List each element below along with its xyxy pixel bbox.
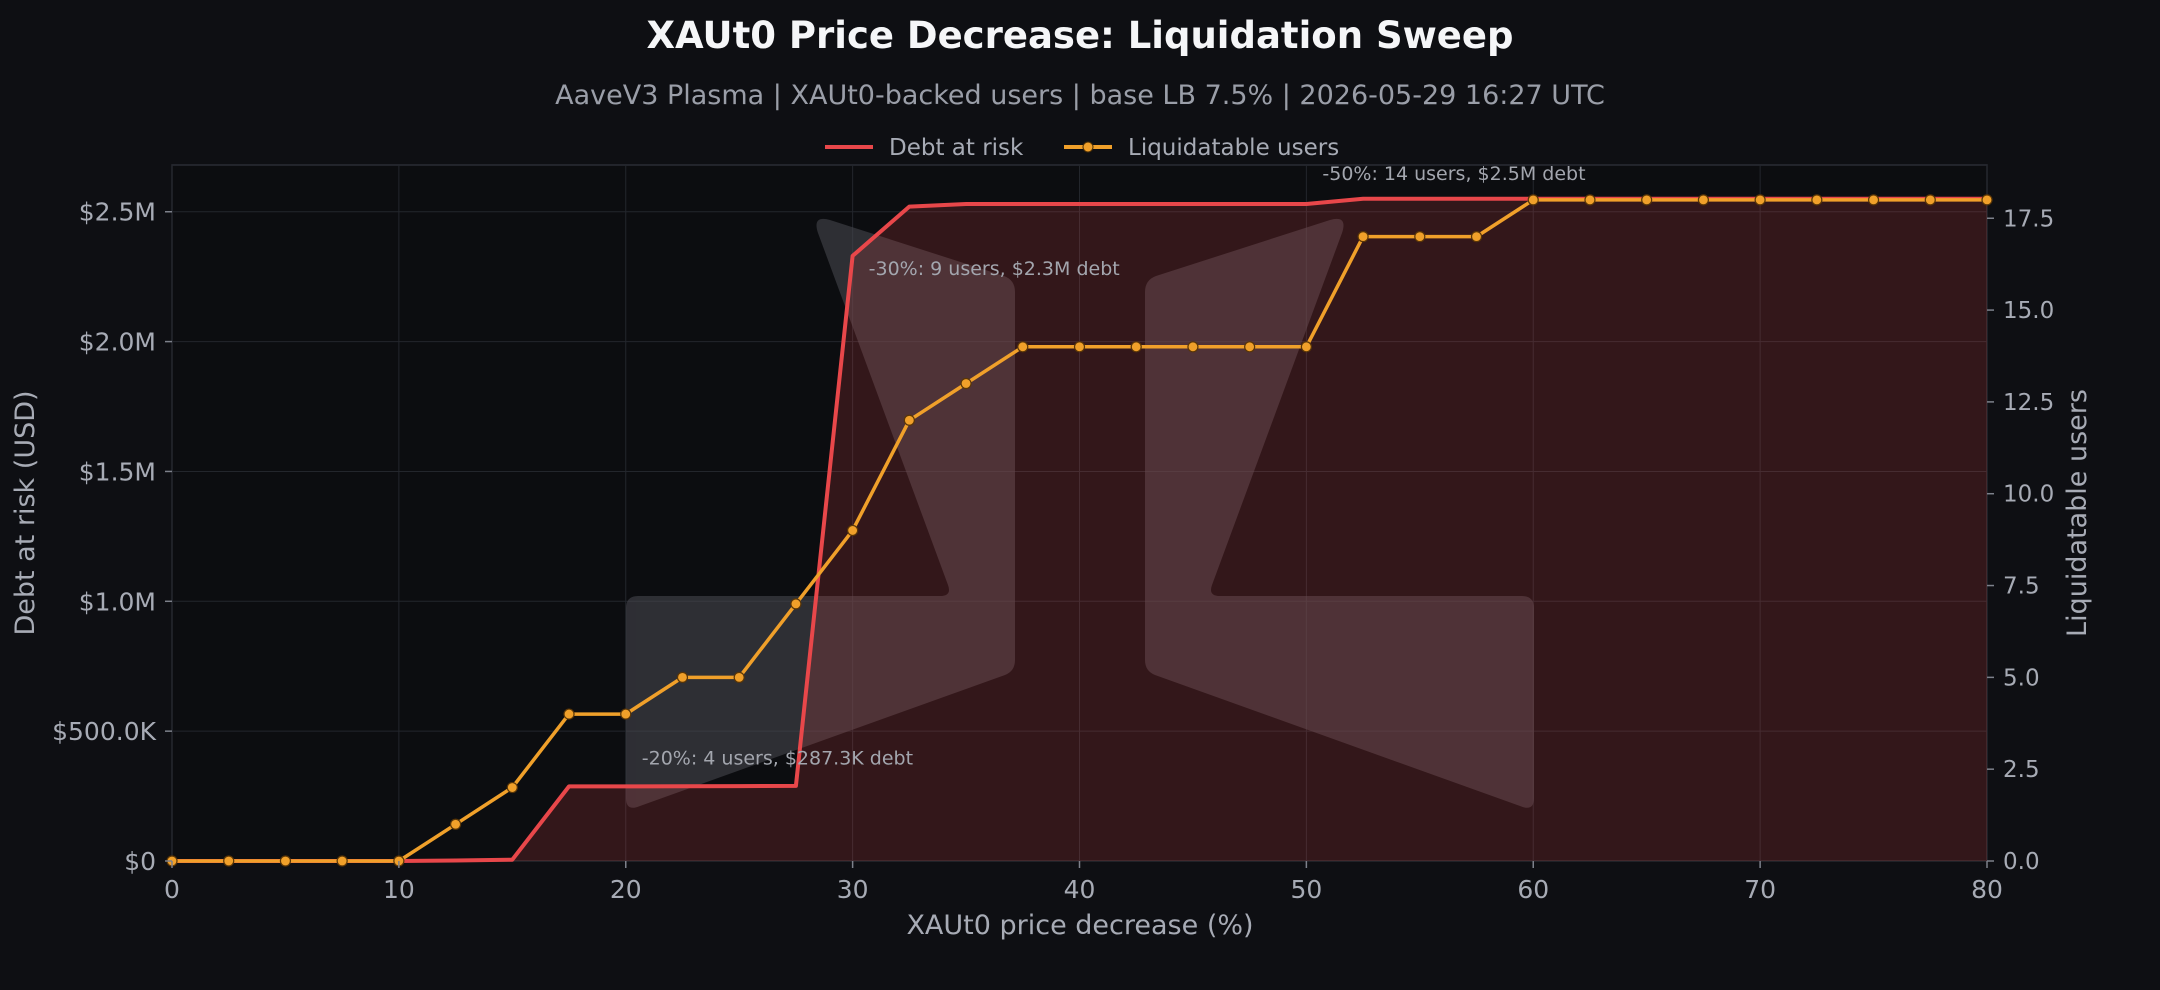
x-tick-label-3: 30 (837, 875, 869, 904)
y2-tick-label-2: 5.0 (2003, 665, 2040, 691)
users-point-14 (960, 377, 972, 390)
users-point-11 (790, 598, 802, 610)
users-point-1 (223, 855, 235, 867)
users-point-8 (620, 708, 632, 720)
y-axis-ticks: $0 $500.0K $1.0M $1.5M $2.0M $2.5M (52, 198, 172, 876)
y-tick-label-3: $1.5M (79, 457, 156, 486)
users-point-30 (1867, 194, 1880, 206)
debt-area-fill (172, 198, 1987, 862)
chart-title: XAUt0 Price Decrease: Liquidation Sweep (646, 14, 1514, 57)
legend-users-marker (1082, 141, 1094, 153)
y-axis-label: Debt at risk (USD) (10, 390, 41, 635)
users-point-26 (1641, 194, 1653, 206)
x-tick-label-1: 10 (383, 875, 415, 904)
x-tick-label-4: 40 (1064, 875, 1096, 904)
users-point-23 (1470, 231, 1483, 243)
users-point-9 (676, 671, 689, 683)
debt-area (172, 198, 1987, 862)
users-point-20 (1300, 341, 1312, 353)
users-point-6 (506, 781, 518, 794)
users-point-7 (563, 708, 575, 720)
users-point-19 (1244, 341, 1256, 353)
y2-tick-label-5: 12.5 (2003, 390, 2054, 416)
annotations: -20%: 4 users, $287.3K debt -30%: 9 users… (642, 163, 1586, 769)
legend-users-label: Liquidatable users (1128, 135, 1339, 161)
users-point-3 (336, 855, 348, 867)
users-point-29 (1811, 194, 1823, 206)
users-point-21 (1357, 231, 1369, 243)
users-point-12 (847, 524, 859, 537)
users-point-16 (1073, 341, 1086, 353)
users-points (166, 194, 1993, 867)
users-point-2 (279, 855, 292, 867)
annotation-0: -20%: 4 users, $287.3K debt (642, 747, 913, 769)
users-point-5 (449, 818, 462, 830)
x-tick-label-2: 20 (610, 875, 642, 904)
y2-axis-ticks: 0.0 2.5 5.0 7.5 10.0 12.5 15.0 17.5 (1987, 206, 2054, 875)
y-tick-label-4: $2.0M (79, 328, 156, 357)
x-axis-ticks: 0 10 20 30 40 50 60 70 80 (164, 861, 2003, 904)
y2-tick-label-3: 7.5 (2003, 574, 2040, 600)
users-point-27 (1697, 194, 1710, 206)
users-point-18 (1187, 341, 1199, 353)
legend: Debt at risk Liquidatable users (825, 135, 1339, 161)
x-tick-label-7: 70 (1744, 875, 1776, 904)
y2-axis-label: Liquidatable users (2062, 389, 2093, 637)
y-tick-label-5: $2.5M (79, 198, 156, 227)
annotation-2: -50%: 14 users, $2.5M debt (1322, 163, 1585, 185)
watermark-logo (626, 218, 1534, 808)
users-point-15 (1017, 341, 1029, 353)
x-tick-label-6: 60 (1517, 875, 1549, 904)
y2-tick-label-7: 17.5 (2003, 206, 2054, 232)
users-point-25 (1584, 194, 1596, 206)
users-point-10 (733, 671, 745, 683)
users-point-17 (1130, 341, 1142, 353)
chart-subtitle: AaveV3 Plasma | XAUt0-backed users | bas… (555, 80, 1605, 111)
users-point-28 (1754, 194, 1766, 206)
x-tick-label-0: 0 (164, 875, 180, 904)
users-point-31 (1924, 194, 1936, 206)
annotation-1: -30%: 9 users, $2.3M debt (869, 258, 1120, 280)
y2-tick-label-6: 15.0 (2003, 298, 2054, 324)
y2-tick-label-0: 0.0 (2003, 849, 2040, 875)
x-axis-label: XAUt0 price decrease (%) (906, 910, 1253, 941)
y2-tick-label-1: 2.5 (2003, 757, 2040, 783)
users-point-13 (903, 414, 915, 426)
users-point-24 (1527, 194, 1539, 206)
y2-tick-label-4: 10.0 (2003, 482, 2054, 508)
y-tick-label-1: $500.0K (52, 717, 156, 746)
y-tick-label-2: $1.0M (79, 587, 156, 616)
legend-debt-label: Debt at risk (889, 135, 1024, 161)
x-tick-label-8: 80 (1971, 875, 2003, 904)
y-tick-label-0: $0 (124, 847, 156, 876)
x-tick-label-5: 50 (1290, 875, 1322, 904)
users-point-32 (1981, 194, 1993, 206)
users-point-22 (1414, 231, 1426, 243)
